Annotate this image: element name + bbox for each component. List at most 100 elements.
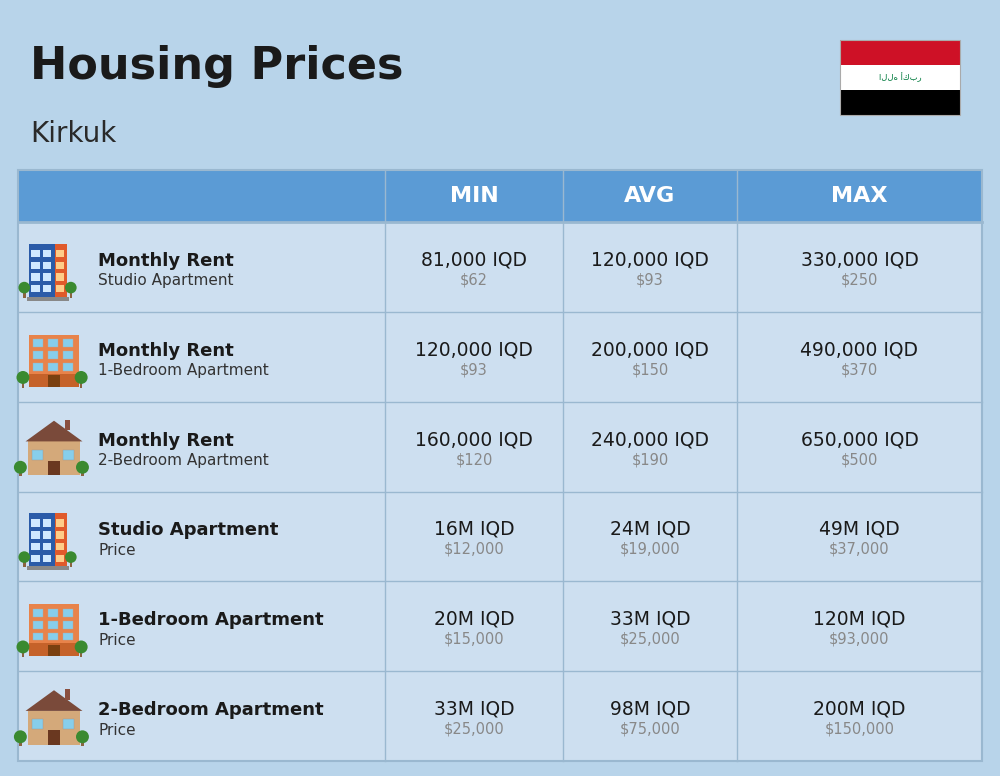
FancyBboxPatch shape	[31, 531, 40, 539]
Text: Monthly Rent: Monthly Rent	[98, 252, 234, 270]
FancyBboxPatch shape	[22, 380, 24, 388]
FancyBboxPatch shape	[48, 621, 58, 629]
FancyBboxPatch shape	[33, 609, 43, 617]
Text: $370: $370	[841, 362, 878, 377]
Text: 120,000 IQD: 120,000 IQD	[591, 251, 709, 269]
FancyBboxPatch shape	[840, 40, 960, 65]
FancyBboxPatch shape	[18, 402, 982, 491]
Text: 200M IQD: 200M IQD	[813, 700, 906, 719]
Text: Monthly Rent: Monthly Rent	[98, 431, 234, 449]
Text: $37,000: $37,000	[829, 542, 890, 557]
Text: 20M IQD: 20M IQD	[434, 610, 514, 629]
Text: AVG: AVG	[624, 186, 676, 206]
FancyBboxPatch shape	[63, 352, 73, 359]
FancyBboxPatch shape	[18, 671, 982, 761]
FancyBboxPatch shape	[43, 555, 51, 562]
FancyBboxPatch shape	[63, 719, 74, 729]
Text: $120: $120	[455, 452, 493, 467]
Text: $15,000: $15,000	[444, 632, 504, 646]
Polygon shape	[26, 421, 82, 442]
Text: $500: $500	[841, 452, 878, 467]
FancyBboxPatch shape	[19, 470, 22, 476]
FancyBboxPatch shape	[80, 650, 82, 657]
Text: Price: Price	[98, 543, 136, 558]
FancyBboxPatch shape	[81, 470, 84, 476]
FancyBboxPatch shape	[48, 461, 60, 475]
Circle shape	[76, 730, 89, 743]
FancyBboxPatch shape	[48, 632, 58, 640]
Circle shape	[76, 461, 89, 474]
FancyBboxPatch shape	[29, 244, 55, 296]
Text: Kirkuk: Kirkuk	[30, 120, 116, 148]
FancyBboxPatch shape	[63, 363, 73, 371]
Text: 200,000 IQD: 200,000 IQD	[591, 340, 709, 359]
Text: $150,000: $150,000	[824, 722, 895, 736]
FancyBboxPatch shape	[29, 643, 79, 656]
Text: Price: Price	[98, 722, 136, 737]
FancyBboxPatch shape	[48, 609, 58, 617]
FancyBboxPatch shape	[48, 375, 60, 386]
FancyBboxPatch shape	[55, 244, 67, 296]
FancyBboxPatch shape	[28, 442, 80, 475]
FancyBboxPatch shape	[63, 621, 73, 629]
Text: 24M IQD: 24M IQD	[610, 520, 690, 539]
Text: $250: $250	[841, 272, 878, 287]
FancyBboxPatch shape	[29, 605, 79, 656]
FancyBboxPatch shape	[23, 559, 26, 567]
Text: $93: $93	[636, 272, 664, 287]
Circle shape	[14, 730, 27, 743]
FancyBboxPatch shape	[56, 543, 64, 550]
FancyBboxPatch shape	[23, 290, 26, 298]
FancyBboxPatch shape	[840, 65, 960, 90]
Text: $150: $150	[631, 362, 669, 377]
Text: $62: $62	[460, 272, 488, 287]
FancyBboxPatch shape	[33, 632, 43, 640]
FancyBboxPatch shape	[48, 730, 60, 744]
Text: 1-Bedroom Apartment: 1-Bedroom Apartment	[98, 611, 324, 629]
FancyBboxPatch shape	[56, 519, 64, 527]
Polygon shape	[26, 690, 82, 711]
Text: 33M IQD: 33M IQD	[434, 700, 514, 719]
Circle shape	[65, 282, 77, 293]
FancyBboxPatch shape	[33, 621, 43, 629]
FancyBboxPatch shape	[43, 543, 51, 550]
FancyBboxPatch shape	[31, 519, 40, 527]
FancyBboxPatch shape	[18, 222, 982, 312]
FancyBboxPatch shape	[31, 262, 40, 269]
Text: 98M IQD: 98M IQD	[610, 700, 690, 719]
FancyBboxPatch shape	[31, 555, 40, 562]
Text: Monthly Rent: Monthly Rent	[98, 341, 234, 360]
Circle shape	[18, 551, 30, 563]
FancyBboxPatch shape	[48, 339, 58, 347]
Text: Studio Apartment: Studio Apartment	[98, 273, 234, 289]
FancyBboxPatch shape	[31, 543, 40, 550]
FancyBboxPatch shape	[48, 645, 60, 656]
FancyBboxPatch shape	[81, 740, 84, 746]
FancyBboxPatch shape	[33, 363, 43, 371]
Circle shape	[14, 461, 27, 474]
Text: 1-Bedroom Apartment: 1-Bedroom Apartment	[98, 363, 269, 378]
FancyBboxPatch shape	[63, 609, 73, 617]
FancyBboxPatch shape	[18, 491, 982, 581]
FancyBboxPatch shape	[56, 531, 64, 539]
Text: 2-Bedroom Apartment: 2-Bedroom Apartment	[98, 701, 324, 719]
FancyBboxPatch shape	[19, 740, 22, 746]
Text: 81,000 IQD: 81,000 IQD	[421, 251, 527, 269]
Text: 120M IQD: 120M IQD	[813, 610, 906, 629]
FancyBboxPatch shape	[32, 719, 43, 729]
FancyBboxPatch shape	[56, 262, 64, 269]
FancyBboxPatch shape	[65, 689, 70, 699]
FancyBboxPatch shape	[33, 352, 43, 359]
FancyBboxPatch shape	[33, 339, 43, 347]
Text: MAX: MAX	[831, 186, 888, 206]
Text: $190: $190	[631, 452, 669, 467]
FancyBboxPatch shape	[56, 250, 64, 258]
Circle shape	[65, 551, 77, 563]
FancyBboxPatch shape	[43, 531, 51, 539]
Text: 490,000 IQD: 490,000 IQD	[800, 340, 918, 359]
FancyBboxPatch shape	[56, 555, 64, 562]
Text: 16M IQD: 16M IQD	[434, 520, 514, 539]
FancyBboxPatch shape	[32, 450, 43, 460]
FancyBboxPatch shape	[28, 711, 80, 744]
FancyBboxPatch shape	[43, 285, 51, 293]
